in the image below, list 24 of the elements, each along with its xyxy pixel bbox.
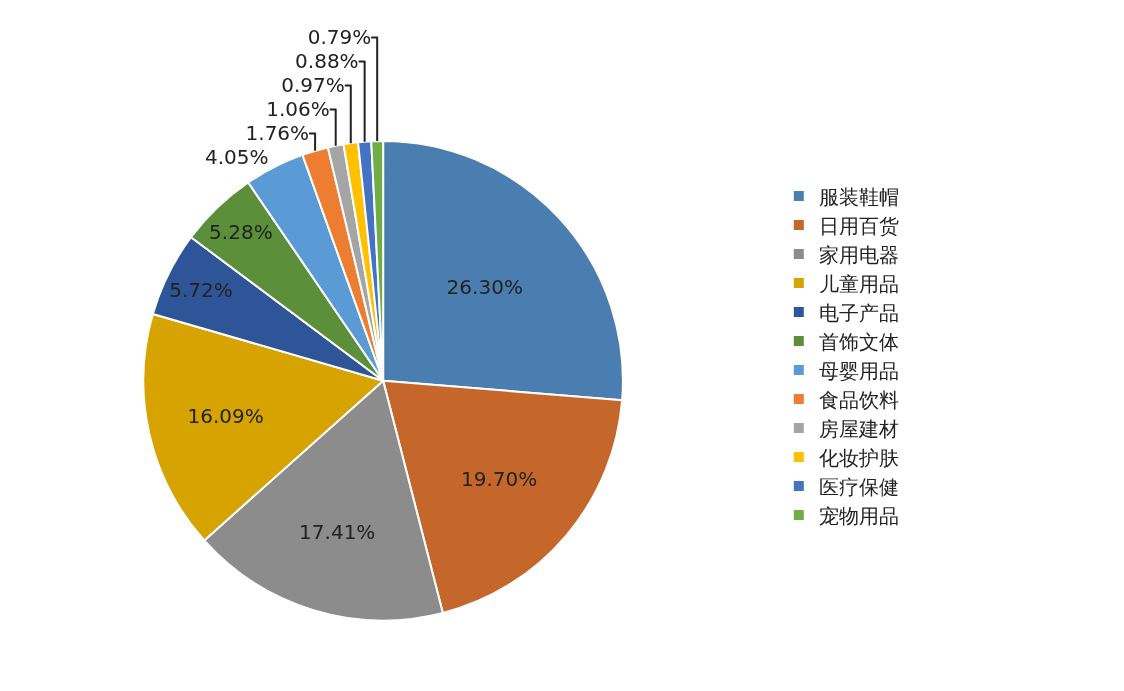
legend-label: 房屋建材 [818,416,899,441]
data-label: 0.97% [281,73,345,98]
data-label: 1.06% [266,97,330,122]
data-label: 1.76% [245,121,310,146]
legend-label: 家用电器 [818,242,899,267]
data-label: 4.05% [204,145,269,170]
legend-label: 服装鞋帽 [818,184,899,209]
legend-label: 化妆护肤 [818,445,899,470]
data-label: 0.79% [307,25,372,50]
legend-label: 医疗保健 [818,474,899,499]
data-label: 26.30% [446,275,523,300]
legend-label: 母婴用品 [818,358,899,383]
data-label: 5.28% [209,220,273,245]
legend-label: 首饰文体 [818,329,899,354]
legend-label: 儿童用品 [818,271,899,296]
data-label: 17.41% [299,519,376,544]
legend-label: 日用百货 [818,213,899,238]
legend-label: 宠物用品 [818,503,899,528]
data-label: 19.70% [461,466,538,491]
legend-label: 食品饮料 [818,387,899,412]
legend-label: 电子产品 [818,300,899,325]
data-label: 16.09% [187,404,264,429]
data-label: 5.72% [169,278,233,303]
data-label: 0.88% [295,49,359,74]
